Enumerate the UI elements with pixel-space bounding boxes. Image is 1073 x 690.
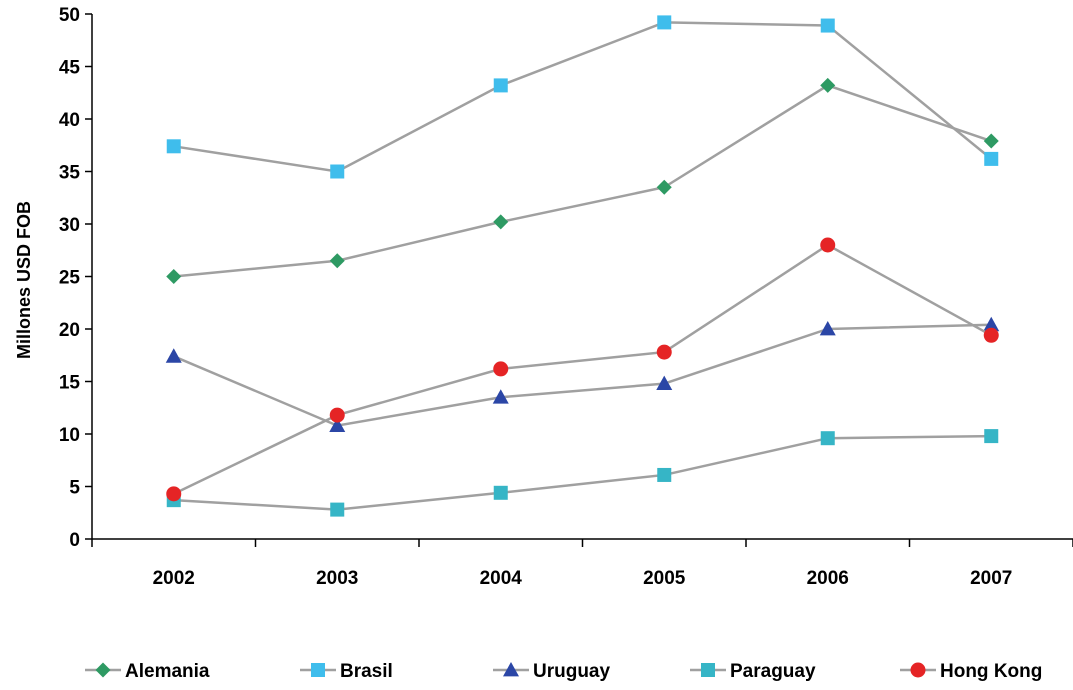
- y-tick-labels: 0 5 10 15 20 25 30 35 40 45 50: [59, 5, 81, 551]
- data-point: [329, 417, 346, 432]
- y-axis-title: Millones USD FOB: [14, 201, 34, 359]
- data-point: [166, 269, 182, 284]
- legend-marker: [910, 662, 926, 678]
- data-point: [984, 151, 999, 166]
- y-tick-label: 25: [59, 268, 81, 289]
- legend-item: Paraguay: [690, 661, 816, 682]
- data-point: [820, 18, 835, 33]
- data-point: [166, 486, 182, 502]
- series-line: [173, 243, 992, 495]
- legend-label: Hong Kong: [940, 661, 1042, 682]
- data-point: [656, 375, 673, 390]
- series-paraguay: [166, 429, 999, 517]
- data-point: [820, 77, 836, 93]
- series-brasil: [166, 15, 999, 179]
- data-point: [330, 164, 345, 179]
- legend-label: Paraguay: [730, 661, 816, 682]
- data-point: [165, 348, 182, 363]
- x-tick-label: 2004: [480, 568, 523, 589]
- legend-label: Uruguay: [533, 661, 611, 682]
- data-point: [819, 321, 836, 336]
- legend-label: Brasil: [340, 661, 393, 682]
- data-point: [330, 502, 345, 517]
- series-group: [165, 15, 1000, 517]
- series-uruguay: [165, 316, 1000, 432]
- data-point: [657, 467, 672, 482]
- x-tick-label: 2005: [643, 568, 686, 589]
- legend-item: Brasil: [300, 661, 393, 682]
- series-hong-kong: [166, 237, 999, 502]
- legend-item: Alemania: [85, 661, 210, 682]
- legend-item: Hong Kong: [900, 661, 1042, 682]
- data-point: [983, 133, 999, 149]
- data-point: [984, 429, 999, 444]
- series-line: [173, 21, 993, 173]
- y-tick-label: 0: [69, 530, 80, 551]
- data-point: [983, 327, 999, 343]
- y-tick-label: 15: [59, 373, 81, 394]
- legend-item: Uruguay: [493, 661, 611, 682]
- data-point: [493, 485, 508, 500]
- y-tick-label: 30: [59, 215, 80, 236]
- legend-marker: [311, 663, 325, 677]
- data-point: [329, 407, 345, 423]
- series-line: [173, 84, 992, 278]
- x-tick-label: 2003: [316, 568, 358, 589]
- y-tick-label: 35: [59, 163, 81, 184]
- legend-marker: [503, 662, 519, 677]
- x-tick-label: 2002: [153, 568, 195, 589]
- data-point: [657, 15, 672, 30]
- y-tick-label: 5: [69, 478, 80, 499]
- y-tick-label: 50: [59, 5, 80, 26]
- y-tick-label: 10: [59, 425, 80, 446]
- series-line: [173, 323, 992, 427]
- x-tick-label: 2006: [807, 568, 849, 589]
- data-point: [820, 431, 835, 446]
- data-point: [166, 139, 181, 154]
- data-point: [983, 316, 1000, 332]
- series-line: [173, 434, 992, 511]
- legend-marker: [701, 663, 715, 677]
- data-point: [329, 253, 345, 269]
- data-point: [493, 214, 509, 230]
- y-tick-label: 45: [59, 58, 81, 79]
- y-tick-label: 40: [59, 110, 80, 131]
- data-point: [492, 389, 509, 404]
- data-point: [656, 344, 672, 360]
- legend: Alemania Brasil Uruguay Paraguay Hong Kong: [85, 661, 1042, 682]
- data-point: [656, 179, 672, 195]
- legend-label: Alemania: [125, 661, 210, 682]
- data-point: [493, 361, 509, 377]
- y-tick-label: 20: [59, 320, 80, 341]
- x-tick-labels: 2002 2003 2004 2005 2006 2007: [153, 568, 1013, 589]
- legend-marker: [95, 662, 111, 678]
- axes: [85, 13, 1073, 547]
- data-point: [820, 237, 836, 253]
- x-tick-label: 2007: [970, 568, 1012, 589]
- data-point: [493, 78, 508, 93]
- series-alemania: [166, 77, 999, 284]
